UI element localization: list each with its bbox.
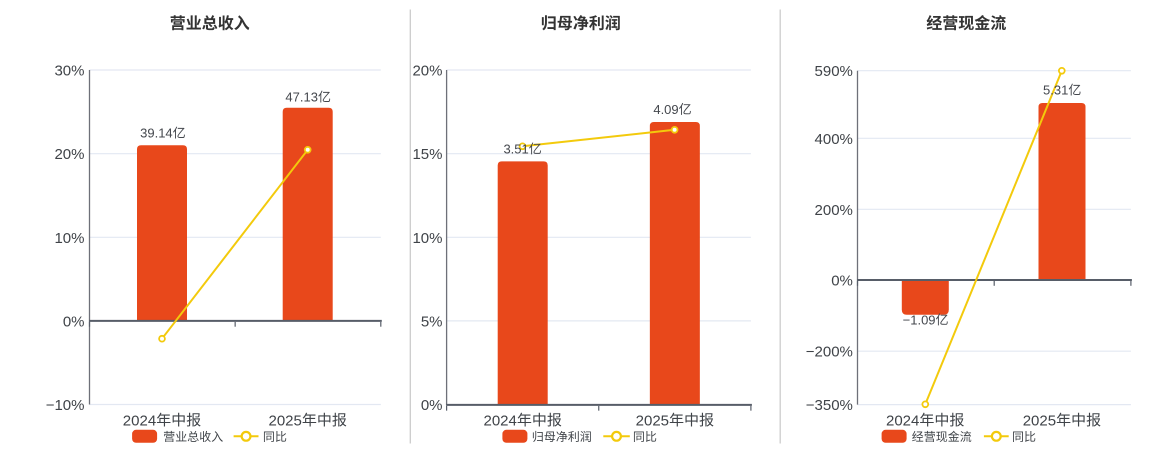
svg-text:15%: 15% <box>412 146 442 163</box>
svg-text:−10%: −10% <box>46 397 85 414</box>
svg-text:−350%: −350% <box>806 397 853 414</box>
svg-text:10%: 10% <box>54 230 84 247</box>
svg-text:0%: 0% <box>421 397 443 414</box>
svg-text:39.14: 39.14 <box>140 126 173 141</box>
svg-text:0%: 0% <box>831 273 853 290</box>
svg-text:2025: 2025 <box>269 412 302 429</box>
svg-text:4.09: 4.09 <box>653 102 678 117</box>
svg-text:2024: 2024 <box>886 412 919 429</box>
svg-text:30%: 30% <box>54 63 84 80</box>
svg-text:−1.09: −1.09 <box>903 312 936 327</box>
svg-text:2025: 2025 <box>1023 412 1056 429</box>
svg-text:2024: 2024 <box>123 412 156 429</box>
svg-text:5%: 5% <box>421 313 443 330</box>
svg-text:2024: 2024 <box>484 412 517 429</box>
svg-text:590%: 590% <box>815 63 853 80</box>
svg-text:3.51: 3.51 <box>503 141 528 156</box>
svg-text:2025: 2025 <box>636 412 669 429</box>
svg-text:47.13: 47.13 <box>285 90 318 105</box>
svg-text:5.31: 5.31 <box>1043 83 1068 98</box>
svg-text:20%: 20% <box>54 146 84 163</box>
svg-text:200%: 200% <box>815 202 853 219</box>
svg-text:10%: 10% <box>412 230 442 247</box>
svg-text:−200%: −200% <box>806 344 853 361</box>
svg-text:0%: 0% <box>63 313 85 330</box>
svg-text:400%: 400% <box>815 131 853 148</box>
svg-text:20%: 20% <box>412 63 442 80</box>
